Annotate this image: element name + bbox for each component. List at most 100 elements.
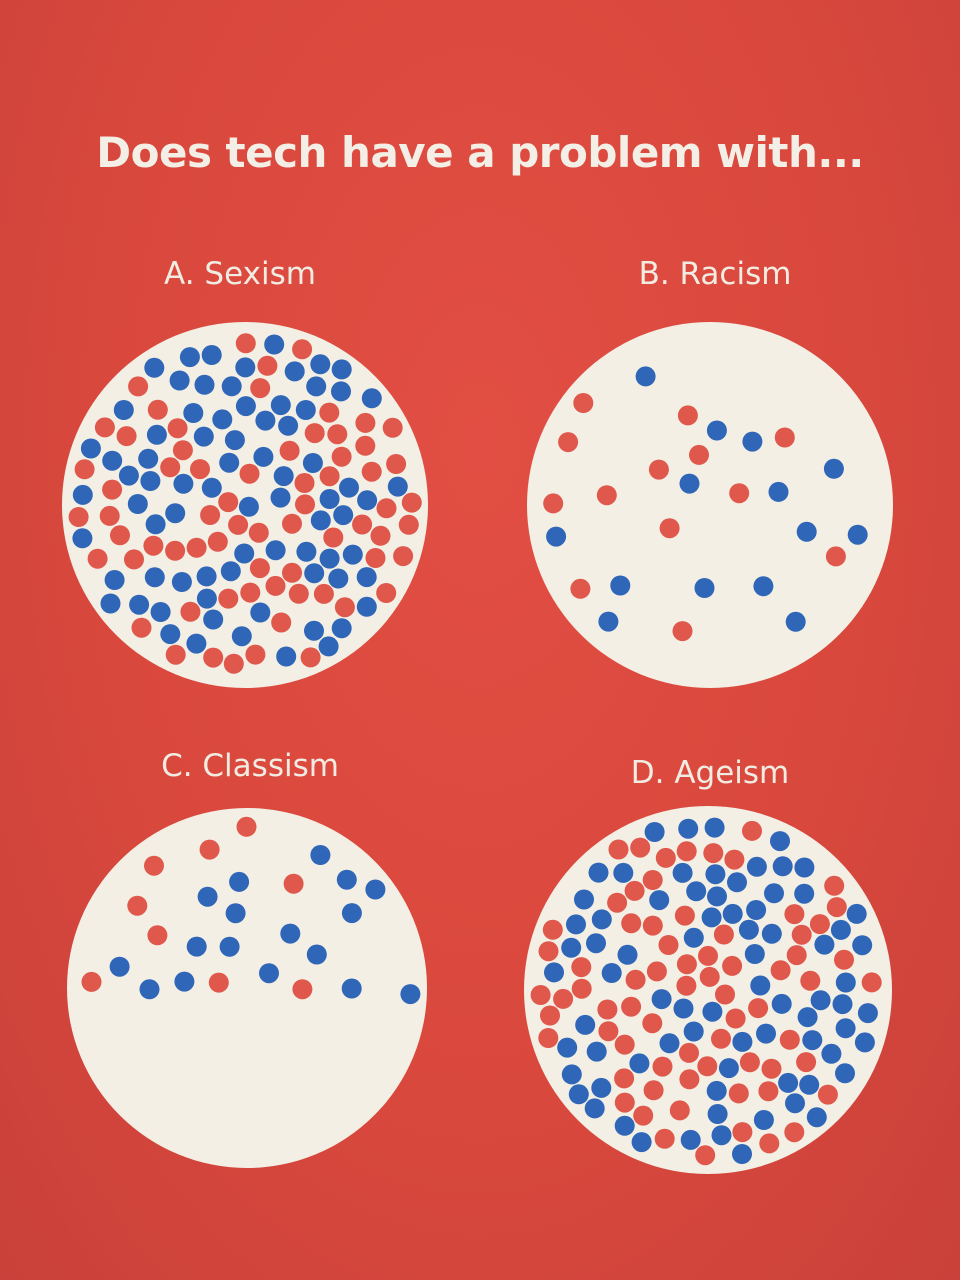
- classism-blue-dot: [306, 944, 327, 965]
- ageism-blue-dot: [673, 998, 694, 1019]
- ageism-red-dot: [658, 935, 679, 955]
- sexism-red-dot: [401, 492, 422, 513]
- sexism-blue-dot: [113, 400, 134, 420]
- ageism-red-dot: [676, 841, 697, 862]
- sexism-red-dot: [265, 575, 286, 596]
- sexism-red-dot: [240, 582, 261, 603]
- ageism-red-dot: [674, 905, 695, 926]
- racism-red-dot: [677, 405, 698, 426]
- ageism-blue-dot: [772, 856, 793, 877]
- ageism-red-dot: [669, 1100, 690, 1121]
- classism-blue-dot: [139, 979, 160, 1000]
- sexism-blue-dot: [276, 646, 297, 667]
- racism-red-dot: [729, 483, 750, 504]
- ageism-blue-dot: [561, 937, 582, 958]
- ageism-blue-dot: [830, 919, 851, 940]
- board-racism: [527, 322, 893, 688]
- sexism-blue-dot: [146, 424, 167, 445]
- sexism-red-dot: [116, 426, 137, 447]
- ageism-blue-dot: [672, 862, 693, 883]
- board-classism: [67, 808, 427, 1168]
- ageism-red-dot: [621, 913, 642, 934]
- sexism-red-dot: [165, 540, 186, 561]
- ageism-red-dot: [624, 880, 645, 901]
- sexism-blue-dot: [129, 594, 150, 615]
- ageism-red-dot: [614, 1034, 635, 1055]
- ageism-red-dot: [715, 984, 735, 1005]
- racism-red-dot: [689, 444, 709, 465]
- ageism-blue-dot: [732, 1031, 753, 1052]
- sexism-blue-dot: [331, 359, 352, 380]
- ageism-red-dot: [676, 954, 697, 975]
- ageism-red-dot: [826, 897, 847, 918]
- sexism-red-dot: [386, 454, 407, 474]
- ageism-red-dot: [761, 1058, 782, 1079]
- ageism-red-dot: [722, 955, 743, 976]
- ageism-red-dot: [796, 1052, 817, 1073]
- option-label-racism: B. Racism: [638, 256, 792, 292]
- sexism-red-dot: [376, 583, 397, 603]
- ageism-red-dot: [817, 1084, 838, 1105]
- ageism-blue-dot: [588, 862, 609, 883]
- ageism-blue-dot: [794, 883, 815, 904]
- ageism-blue-dot: [678, 818, 699, 839]
- ageism-red-dot: [643, 1080, 664, 1101]
- sexism-red-dot: [271, 612, 292, 633]
- ageism-red-dot: [655, 847, 676, 868]
- sexism-blue-dot: [118, 465, 139, 486]
- ageism-blue-dot: [701, 907, 722, 928]
- ageism-red-dot: [759, 1133, 780, 1154]
- ageism-blue-dot: [574, 889, 594, 910]
- ageism-blue-dot: [835, 1063, 855, 1084]
- sexism-red-dot: [143, 535, 164, 556]
- ageism-blue-dot: [722, 903, 743, 924]
- ageism-blue-dot: [591, 1077, 612, 1098]
- ageism-blue-dot: [778, 1072, 799, 1093]
- racism-blue-dot: [679, 473, 700, 494]
- sexism-blue-dot: [102, 450, 123, 471]
- ageism-red-dot: [697, 1056, 718, 1077]
- sexism-blue-dot: [270, 487, 291, 508]
- poster-title: Does tech have a problem with...: [96, 128, 864, 177]
- ageism-blue-dot: [680, 1129, 701, 1150]
- sexism-red-dot: [288, 583, 309, 604]
- sexism-red-dot: [218, 492, 239, 513]
- sexism-blue-dot: [304, 620, 324, 641]
- sexism-blue-dot: [361, 388, 382, 409]
- sexism-red-dot: [294, 473, 315, 493]
- ageism-blue-dot: [785, 1093, 805, 1114]
- racism-blue-dot: [694, 578, 715, 598]
- ageism-red-dot: [786, 945, 807, 966]
- sexism-blue-dot: [295, 400, 316, 420]
- ageism-red-dot: [698, 945, 718, 966]
- sexism-red-dot: [319, 402, 340, 423]
- ageism-red-dot: [607, 892, 628, 913]
- sexism-blue-dot: [357, 490, 378, 511]
- sexism-red-dot: [200, 505, 221, 525]
- ageism-red-dot: [642, 870, 663, 890]
- classism-red-dot: [127, 895, 148, 916]
- ageism-blue-dot: [631, 1132, 652, 1153]
- ageism-red-dot: [739, 1052, 760, 1073]
- classism-red-dot: [283, 873, 304, 894]
- sexism-red-dot: [282, 562, 302, 583]
- sexism-blue-dot: [278, 415, 299, 436]
- sexism-red-dot: [128, 376, 149, 397]
- ageism-red-dot: [703, 843, 724, 864]
- racism-red-dot: [825, 546, 846, 567]
- sexism-blue-dot: [255, 410, 276, 431]
- sexism-red-dot: [110, 525, 130, 546]
- ageism-red-dot: [530, 985, 551, 1005]
- classism-blue-dot: [109, 956, 130, 977]
- sexism-blue-dot: [196, 588, 217, 609]
- racism-red-dot: [573, 393, 594, 413]
- sexism-red-dot: [74, 459, 95, 480]
- ageism-blue-dot: [821, 1043, 842, 1064]
- ageism-red-dot: [713, 924, 734, 945]
- ageism-blue-dot: [797, 1007, 818, 1028]
- ageism-red-dot: [724, 849, 745, 870]
- sexism-blue-dot: [387, 476, 408, 497]
- ageism-blue-dot: [794, 857, 815, 878]
- ageism-blue-dot: [706, 1080, 727, 1101]
- sexism-red-dot: [94, 417, 115, 438]
